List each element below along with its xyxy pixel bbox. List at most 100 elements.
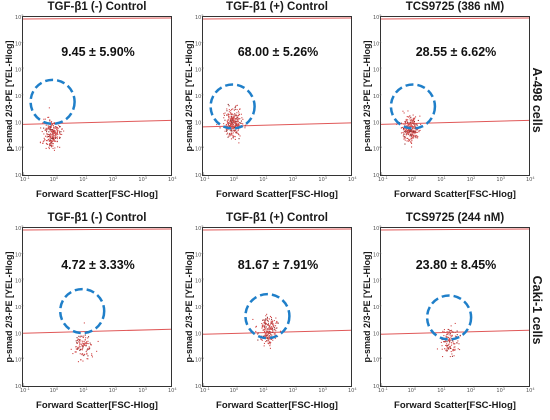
event-point (409, 115, 411, 117)
event-point (77, 361, 79, 363)
event-point (233, 129, 235, 131)
event-point (270, 331, 272, 333)
event-point (51, 124, 53, 126)
event-point (231, 119, 233, 121)
event-point (267, 340, 269, 342)
event-point (235, 130, 237, 132)
event-point (225, 124, 227, 126)
event-point (405, 130, 407, 132)
event-point (436, 348, 438, 350)
event-point (408, 138, 410, 140)
event-point (445, 344, 447, 346)
event-point (228, 109, 230, 111)
event-point (54, 136, 56, 138)
event-point (49, 134, 51, 136)
event-point (47, 127, 49, 129)
event-point (402, 129, 404, 131)
event-point (88, 336, 90, 338)
event-point (413, 132, 415, 134)
event-point (233, 118, 235, 120)
event-point (48, 107, 50, 109)
event-point (79, 346, 81, 348)
event-point (219, 127, 221, 129)
event-point (446, 349, 448, 351)
event-point (271, 321, 273, 323)
event-point (48, 131, 50, 133)
event-point (57, 127, 59, 129)
y-tick-label: 105 (195, 14, 204, 21)
upper-threshold-line (380, 228, 530, 231)
event-point (230, 121, 232, 123)
event-point (238, 138, 240, 140)
event-point (45, 135, 47, 137)
upper-threshold-line (202, 228, 352, 231)
event-point (257, 333, 259, 335)
event-point (451, 331, 453, 333)
event-point (408, 133, 410, 135)
event-point (226, 108, 228, 110)
flow-panel: TCS9725 (386 nM) p-smad 2/3-PE [YEL-Hlog]… (358, 1, 535, 201)
event-point (232, 122, 234, 124)
scatter-svg: 10-1 100 101 102 103 104 10-1 100 101 102 103 104 10… (373, 14, 535, 183)
panel-title: TGF-β1 (+) Control (226, 212, 328, 224)
event-point (264, 335, 266, 337)
x-tick-label: 100 (230, 176, 239, 183)
event-point (407, 132, 409, 134)
event-point (443, 335, 445, 337)
event-point (266, 336, 268, 338)
event-point (232, 114, 234, 116)
event-point (404, 139, 406, 141)
event-point (410, 134, 412, 136)
event-point (233, 128, 235, 130)
event-point (270, 316, 272, 318)
event-point (47, 116, 49, 118)
x-tick-label: 104 (526, 387, 535, 394)
event-point (87, 358, 89, 360)
event-point (410, 125, 412, 127)
event-point (244, 125, 246, 127)
event-point (39, 141, 41, 143)
event-point (85, 345, 87, 347)
event-point (276, 327, 278, 329)
y-tick-label: 101 (195, 330, 204, 337)
event-point (227, 123, 229, 125)
event-point (410, 141, 412, 143)
event-point (263, 342, 265, 344)
event-point (236, 104, 238, 106)
event-point (233, 116, 235, 118)
event-point (55, 133, 57, 135)
event-point (82, 347, 84, 349)
event-point (55, 132, 57, 134)
y-tick-label: 103 (15, 67, 24, 74)
event-point (229, 120, 231, 122)
event-point (40, 127, 42, 129)
event-point (49, 128, 51, 130)
event-point (447, 333, 449, 335)
event-point (411, 142, 413, 144)
event-point (49, 142, 51, 144)
event-point (406, 131, 408, 133)
event-point (241, 122, 243, 124)
event-point (48, 128, 50, 130)
event-point (449, 341, 451, 343)
event-point (233, 123, 235, 125)
event-point (227, 103, 229, 105)
event-point (45, 127, 47, 129)
x-tick-label: 103 (138, 387, 147, 394)
x-tick-label: 10-1 (20, 387, 30, 394)
event-point (450, 351, 452, 353)
event-point (49, 144, 51, 146)
x-tick-label: 102 (467, 387, 476, 394)
event-point (234, 115, 236, 117)
event-point (267, 324, 269, 326)
scatter-svg: 10-1 100 101 102 103 104 10-1 100 101 102 103 104 10… (15, 14, 177, 183)
event-point (448, 346, 450, 348)
event-point (404, 143, 406, 145)
event-point (266, 318, 268, 320)
event-point (226, 130, 228, 132)
event-point (449, 356, 451, 358)
event-point (223, 123, 225, 125)
event-point (83, 342, 85, 344)
event-point (412, 117, 414, 119)
event-point (458, 343, 460, 345)
